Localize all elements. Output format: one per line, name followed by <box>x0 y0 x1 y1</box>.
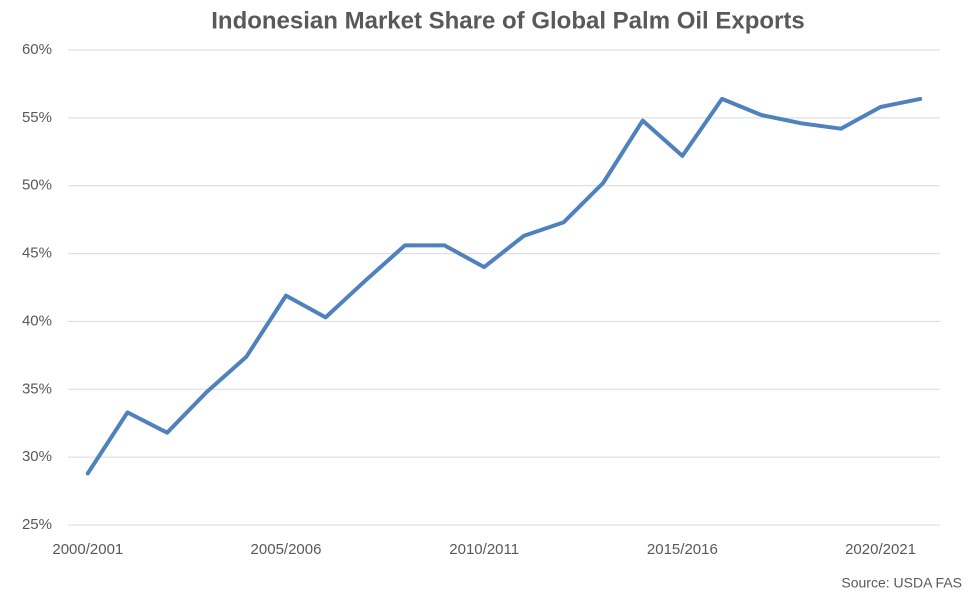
x-tick-label: 2015/2016 <box>647 541 718 558</box>
x-tick-label: 2020/2021 <box>845 541 916 558</box>
data-line <box>85 96 923 476</box>
x-tick-label: 2010/2011 <box>449 541 519 558</box>
chart-title: Indonesian Market Share of Global Palm O… <box>211 7 804 34</box>
y-tick-label: 25% <box>22 516 52 533</box>
y-tick-label: 55% <box>22 109 52 126</box>
source-note: Source: USDA FAS <box>841 575 962 591</box>
x-tick-label: 2000/2001 <box>52 541 123 558</box>
y-tick-label: 60% <box>22 41 52 58</box>
x-tick-label: 2005/2006 <box>251 541 322 558</box>
y-tick-label: 50% <box>22 177 52 194</box>
y-tick-label: 30% <box>22 448 52 465</box>
y-tick-label: 35% <box>22 380 52 397</box>
y-tick-label: 45% <box>22 245 52 262</box>
y-tick-label: 40% <box>22 312 52 329</box>
